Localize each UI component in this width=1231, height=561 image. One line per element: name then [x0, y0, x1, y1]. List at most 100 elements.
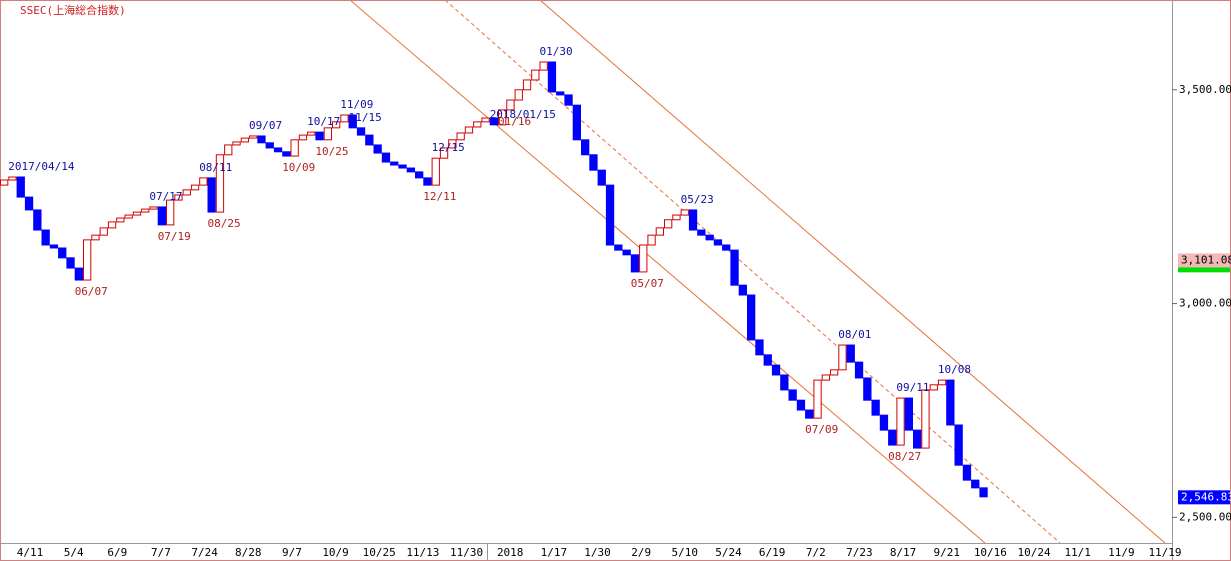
x-tick-label: 5/10 — [672, 546, 699, 559]
up-box — [116, 217, 125, 223]
up-box — [249, 135, 258, 139]
down-box — [373, 144, 382, 154]
up-box — [182, 189, 191, 196]
down-box — [273, 147, 283, 153]
down-box — [365, 134, 374, 146]
down-box — [747, 294, 756, 341]
down-box — [33, 209, 42, 231]
up-box — [937, 379, 947, 386]
up-box — [639, 244, 648, 273]
up-box — [124, 214, 133, 219]
channel-upper — [539, 0, 1166, 544]
up-box — [506, 99, 515, 111]
high-label: 2017/04/14 — [8, 160, 75, 173]
down-box — [489, 117, 499, 126]
low-label: 10/09 — [282, 161, 315, 174]
x-tick-label: 11/1 — [1064, 546, 1091, 559]
up-box — [647, 234, 656, 246]
up-box — [531, 69, 540, 81]
x-tick-label: 1/17 — [541, 546, 568, 559]
down-box — [904, 397, 914, 431]
down-box — [605, 184, 615, 246]
up-box — [439, 147, 449, 159]
down-box — [780, 374, 789, 391]
x-tick-label: 7/7 — [151, 546, 171, 559]
down-box — [257, 135, 266, 144]
x-tick-label: 10/16 — [974, 546, 1007, 559]
up-box — [307, 131, 316, 136]
down-box — [697, 229, 706, 236]
up-box — [929, 384, 938, 391]
up-box — [174, 194, 183, 201]
down-box — [946, 379, 955, 426]
up-box — [166, 199, 175, 226]
up-box — [473, 121, 482, 128]
low-label: 12/11 — [423, 190, 456, 203]
y-tick-label: 3,000.00 — [1179, 297, 1231, 310]
up-box — [199, 177, 208, 186]
down-box — [888, 429, 897, 446]
down-box — [755, 339, 764, 356]
x-tick-label: 10/24 — [1017, 546, 1050, 559]
down-box — [415, 171, 424, 179]
marker-bar — [1178, 267, 1230, 273]
up-box — [464, 126, 474, 134]
up-box — [107, 221, 117, 229]
up-box — [896, 397, 905, 446]
up-box — [149, 206, 158, 210]
up-box — [672, 214, 681, 221]
down-box — [805, 409, 814, 419]
down-box — [713, 239, 723, 246]
down-box — [66, 257, 75, 269]
price-marker-label: 2,546.83 — [1181, 490, 1231, 503]
x-tick-label: 8/28 — [235, 546, 262, 559]
down-box — [879, 414, 889, 431]
down-box — [971, 479, 980, 489]
up-box — [132, 211, 142, 216]
high-label: 10/08 — [938, 363, 971, 376]
up-box — [99, 227, 108, 236]
down-box — [796, 399, 806, 411]
down-box — [564, 94, 573, 106]
x-tick-label: 5/4 — [64, 546, 84, 559]
up-box — [323, 127, 333, 141]
down-box — [871, 399, 880, 416]
low-label: 10/25 — [315, 145, 348, 158]
down-box — [406, 167, 416, 173]
up-box — [921, 389, 930, 449]
up-box — [680, 209, 689, 216]
price-marker — [1178, 490, 1230, 505]
up-box — [190, 184, 200, 191]
down-box — [589, 154, 598, 171]
down-box — [24, 196, 34, 211]
up-box — [655, 227, 665, 236]
low-label: 01/16 — [498, 115, 531, 128]
down-box — [581, 139, 590, 156]
up-box — [332, 121, 341, 129]
high-label: 11/09 — [340, 98, 373, 111]
up-box — [481, 117, 490, 123]
y-tick-label: 3,500.00 — [1179, 83, 1231, 96]
up-box — [215, 154, 225, 213]
down-box — [763, 354, 772, 366]
down-box — [207, 177, 216, 213]
down-box — [398, 164, 407, 169]
down-box — [597, 169, 606, 186]
down-box — [722, 244, 731, 251]
up-box — [448, 139, 457, 149]
up-box — [539, 61, 548, 71]
down-box — [846, 344, 855, 363]
x-tick-label: 9/7 — [282, 546, 302, 559]
channel-lower — [349, 0, 986, 544]
down-box — [58, 247, 67, 259]
x-tick-label: 10/25 — [363, 546, 396, 559]
x-tick-label: 2/9 — [631, 546, 651, 559]
x-tick-label: 9/21 — [933, 546, 960, 559]
x-tick-label: 6/19 — [759, 546, 786, 559]
x-tick-label: 11/13 — [406, 546, 439, 559]
down-box — [738, 284, 748, 296]
down-box — [49, 244, 59, 249]
high-label: 08/01 — [838, 328, 871, 341]
price-marker-label: 3,101.08 — [1181, 253, 1231, 266]
